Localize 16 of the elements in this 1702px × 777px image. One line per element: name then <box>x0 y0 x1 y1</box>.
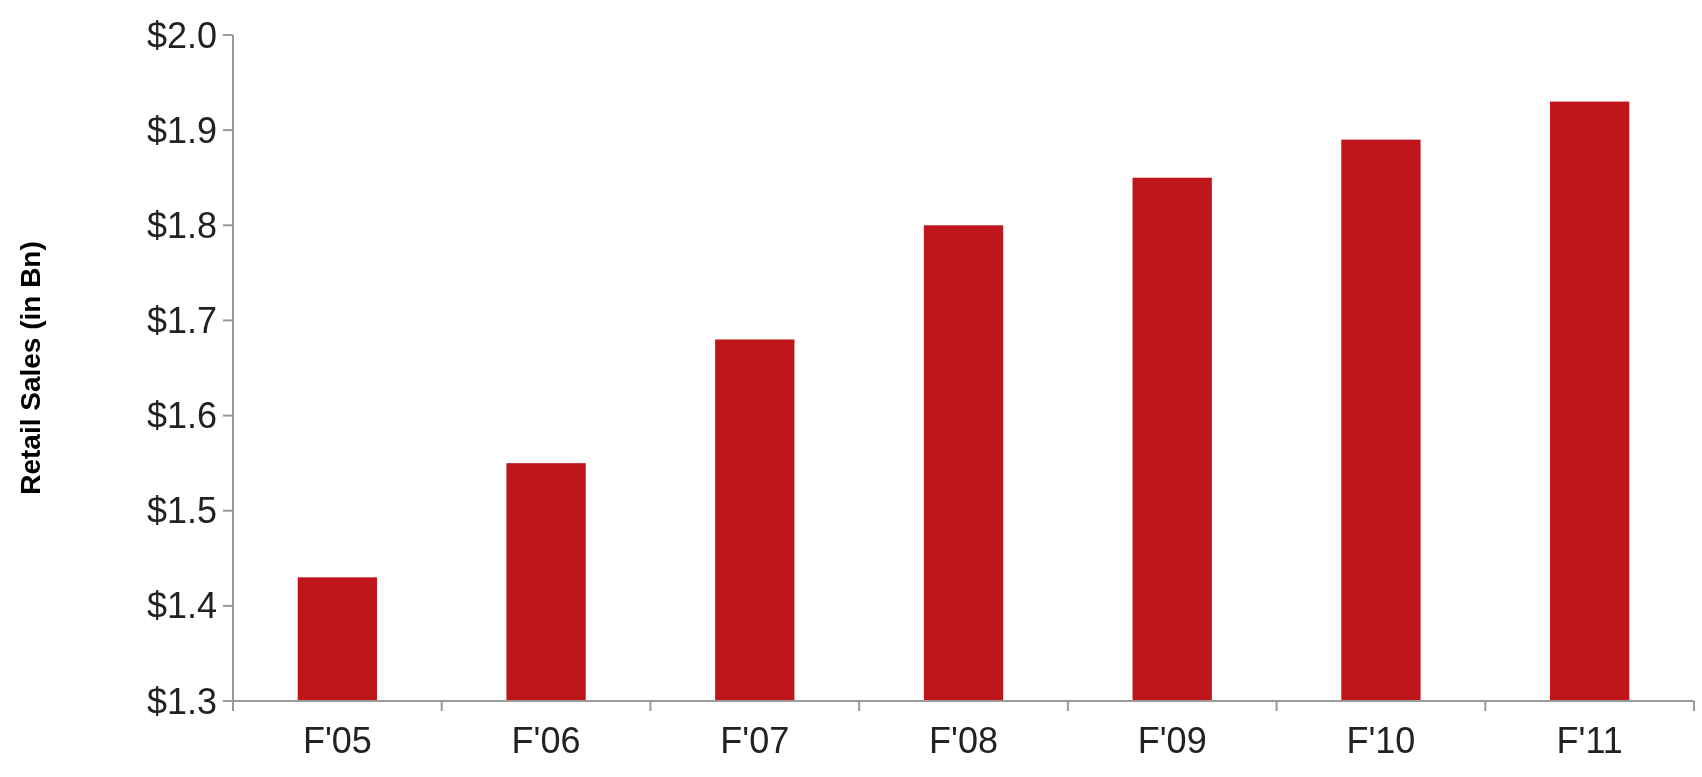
x-tick-label: F'09 <box>1137 720 1207 761</box>
x-tick-label: F'06 <box>511 720 581 761</box>
y-tick-label: $1.6 <box>146 395 217 437</box>
x-tick-label: F'08 <box>929 720 998 761</box>
x-tick-label: F'10 <box>1346 720 1416 761</box>
x-tick-label: F'05 <box>302 720 372 761</box>
x-tick-label: F'11 <box>1556 720 1623 761</box>
y-tick-label: $1.4 <box>146 585 217 627</box>
y-tick-label: $2.0 <box>146 14 217 56</box>
y-tick-label: $1.9 <box>146 109 217 151</box>
y-axis-title: Retail Sales (in Bn) <box>15 241 46 495</box>
y-tick-label: $1.8 <box>146 204 217 246</box>
y-tick-label: $1.3 <box>146 680 217 722</box>
x-tick-label: F'07 <box>720 720 790 761</box>
y-tick-label: $1.7 <box>146 300 217 342</box>
y-tick-label: $1.5 <box>146 490 217 532</box>
